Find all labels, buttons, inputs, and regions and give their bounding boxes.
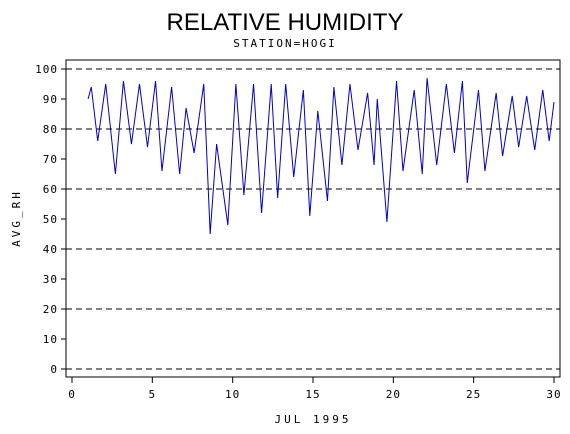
x-tick-label: 15 xyxy=(305,388,320,401)
y-tick-label: 50 xyxy=(43,213,58,226)
y-tick-label: 80 xyxy=(43,123,58,136)
x-tick-label: 30 xyxy=(546,388,561,401)
y-tick-label: 90 xyxy=(43,93,58,106)
x-tick-label: 20 xyxy=(386,388,401,401)
y-tick-label: 10 xyxy=(43,333,58,346)
y-tick-label: 70 xyxy=(43,153,58,166)
x-tick-label: 5 xyxy=(149,388,157,401)
x-tick-label: 0 xyxy=(68,388,76,401)
chart-title: RELATIVE HUMIDITY xyxy=(167,9,404,36)
y-tick-label: 40 xyxy=(43,243,58,256)
y-tick-label: 60 xyxy=(43,183,58,196)
x-tick-label: 25 xyxy=(466,388,481,401)
y-tick-label: 100 xyxy=(35,63,58,76)
y-tick-label: 30 xyxy=(43,273,58,286)
x-tick-label: 10 xyxy=(225,388,240,401)
chart-subtitle: STATION=HOGI xyxy=(233,37,336,50)
plot-frame xyxy=(65,59,561,378)
y-tick-label: 20 xyxy=(43,303,58,316)
data-line xyxy=(87,77,555,235)
x-axis-label: JUL 1995 xyxy=(275,413,352,426)
y-tick-label: 0 xyxy=(50,363,58,376)
y-axis-label: AVG_RH xyxy=(10,189,23,247)
